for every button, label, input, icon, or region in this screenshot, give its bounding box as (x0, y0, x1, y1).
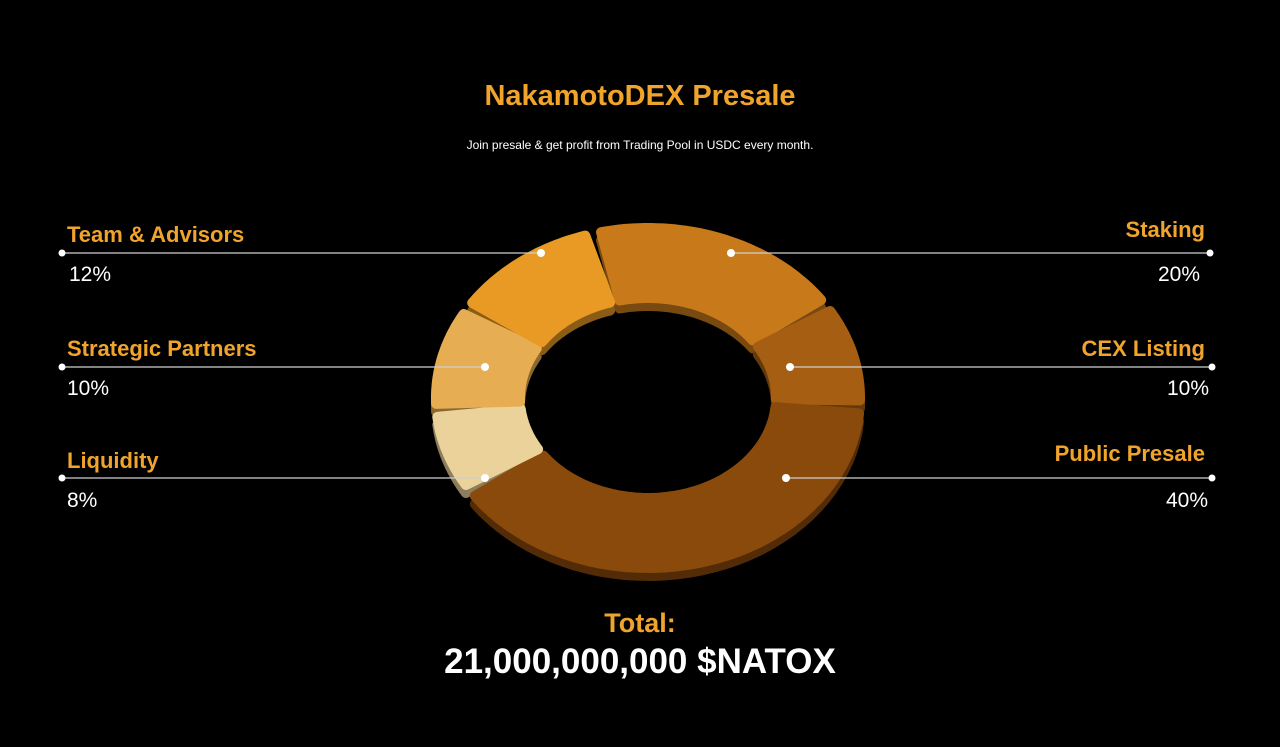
pct-public-presale: 40% (1165, 489, 1208, 512)
total-label: Total: (604, 608, 676, 638)
label-public-presale: Public Presale (1054, 441, 1205, 466)
slice-public-presale (469, 402, 865, 573)
slice-team-advisors (467, 230, 616, 348)
label-liquidity: Liquidity (67, 448, 159, 473)
slice-staking (596, 223, 827, 346)
leader-dot (537, 249, 545, 257)
leader-dot (1208, 363, 1216, 371)
label-cex-listing: CEX Listing (1081, 336, 1205, 361)
pct-strategic-partners: 10% (67, 377, 110, 400)
slice-strategic-partners (431, 309, 542, 409)
leader-dot (727, 249, 735, 257)
leader-dot (481, 474, 489, 482)
leader-dot (58, 363, 66, 371)
leader-dot (58, 474, 66, 482)
total-value: 21,000,000,000 $NATOX (444, 642, 836, 681)
page-title: NakamotoDEX Presale (484, 80, 796, 112)
slice-liquidity (432, 404, 544, 490)
pct-staking: 20% (1157, 263, 1200, 286)
leader-dot (1206, 249, 1214, 257)
pct-liquidity: 8% (67, 489, 98, 512)
label-staking: Staking (1125, 217, 1205, 242)
pct-cex-listing: 10% (1166, 377, 1209, 400)
slice-cex-listing (752, 306, 865, 406)
page-subtitle: Join presale & get profit from Trading P… (466, 138, 814, 152)
label-team-advisors: Team & Advisors (67, 222, 245, 247)
label-strategic-partners: Strategic Partners (67, 336, 257, 361)
leader-dot (481, 363, 489, 371)
pct-team-advisors: 12% (69, 263, 112, 286)
leader-dot (786, 363, 794, 371)
leader-dot (58, 249, 66, 257)
leader-dot (1208, 474, 1216, 482)
leader-dot (782, 474, 790, 482)
